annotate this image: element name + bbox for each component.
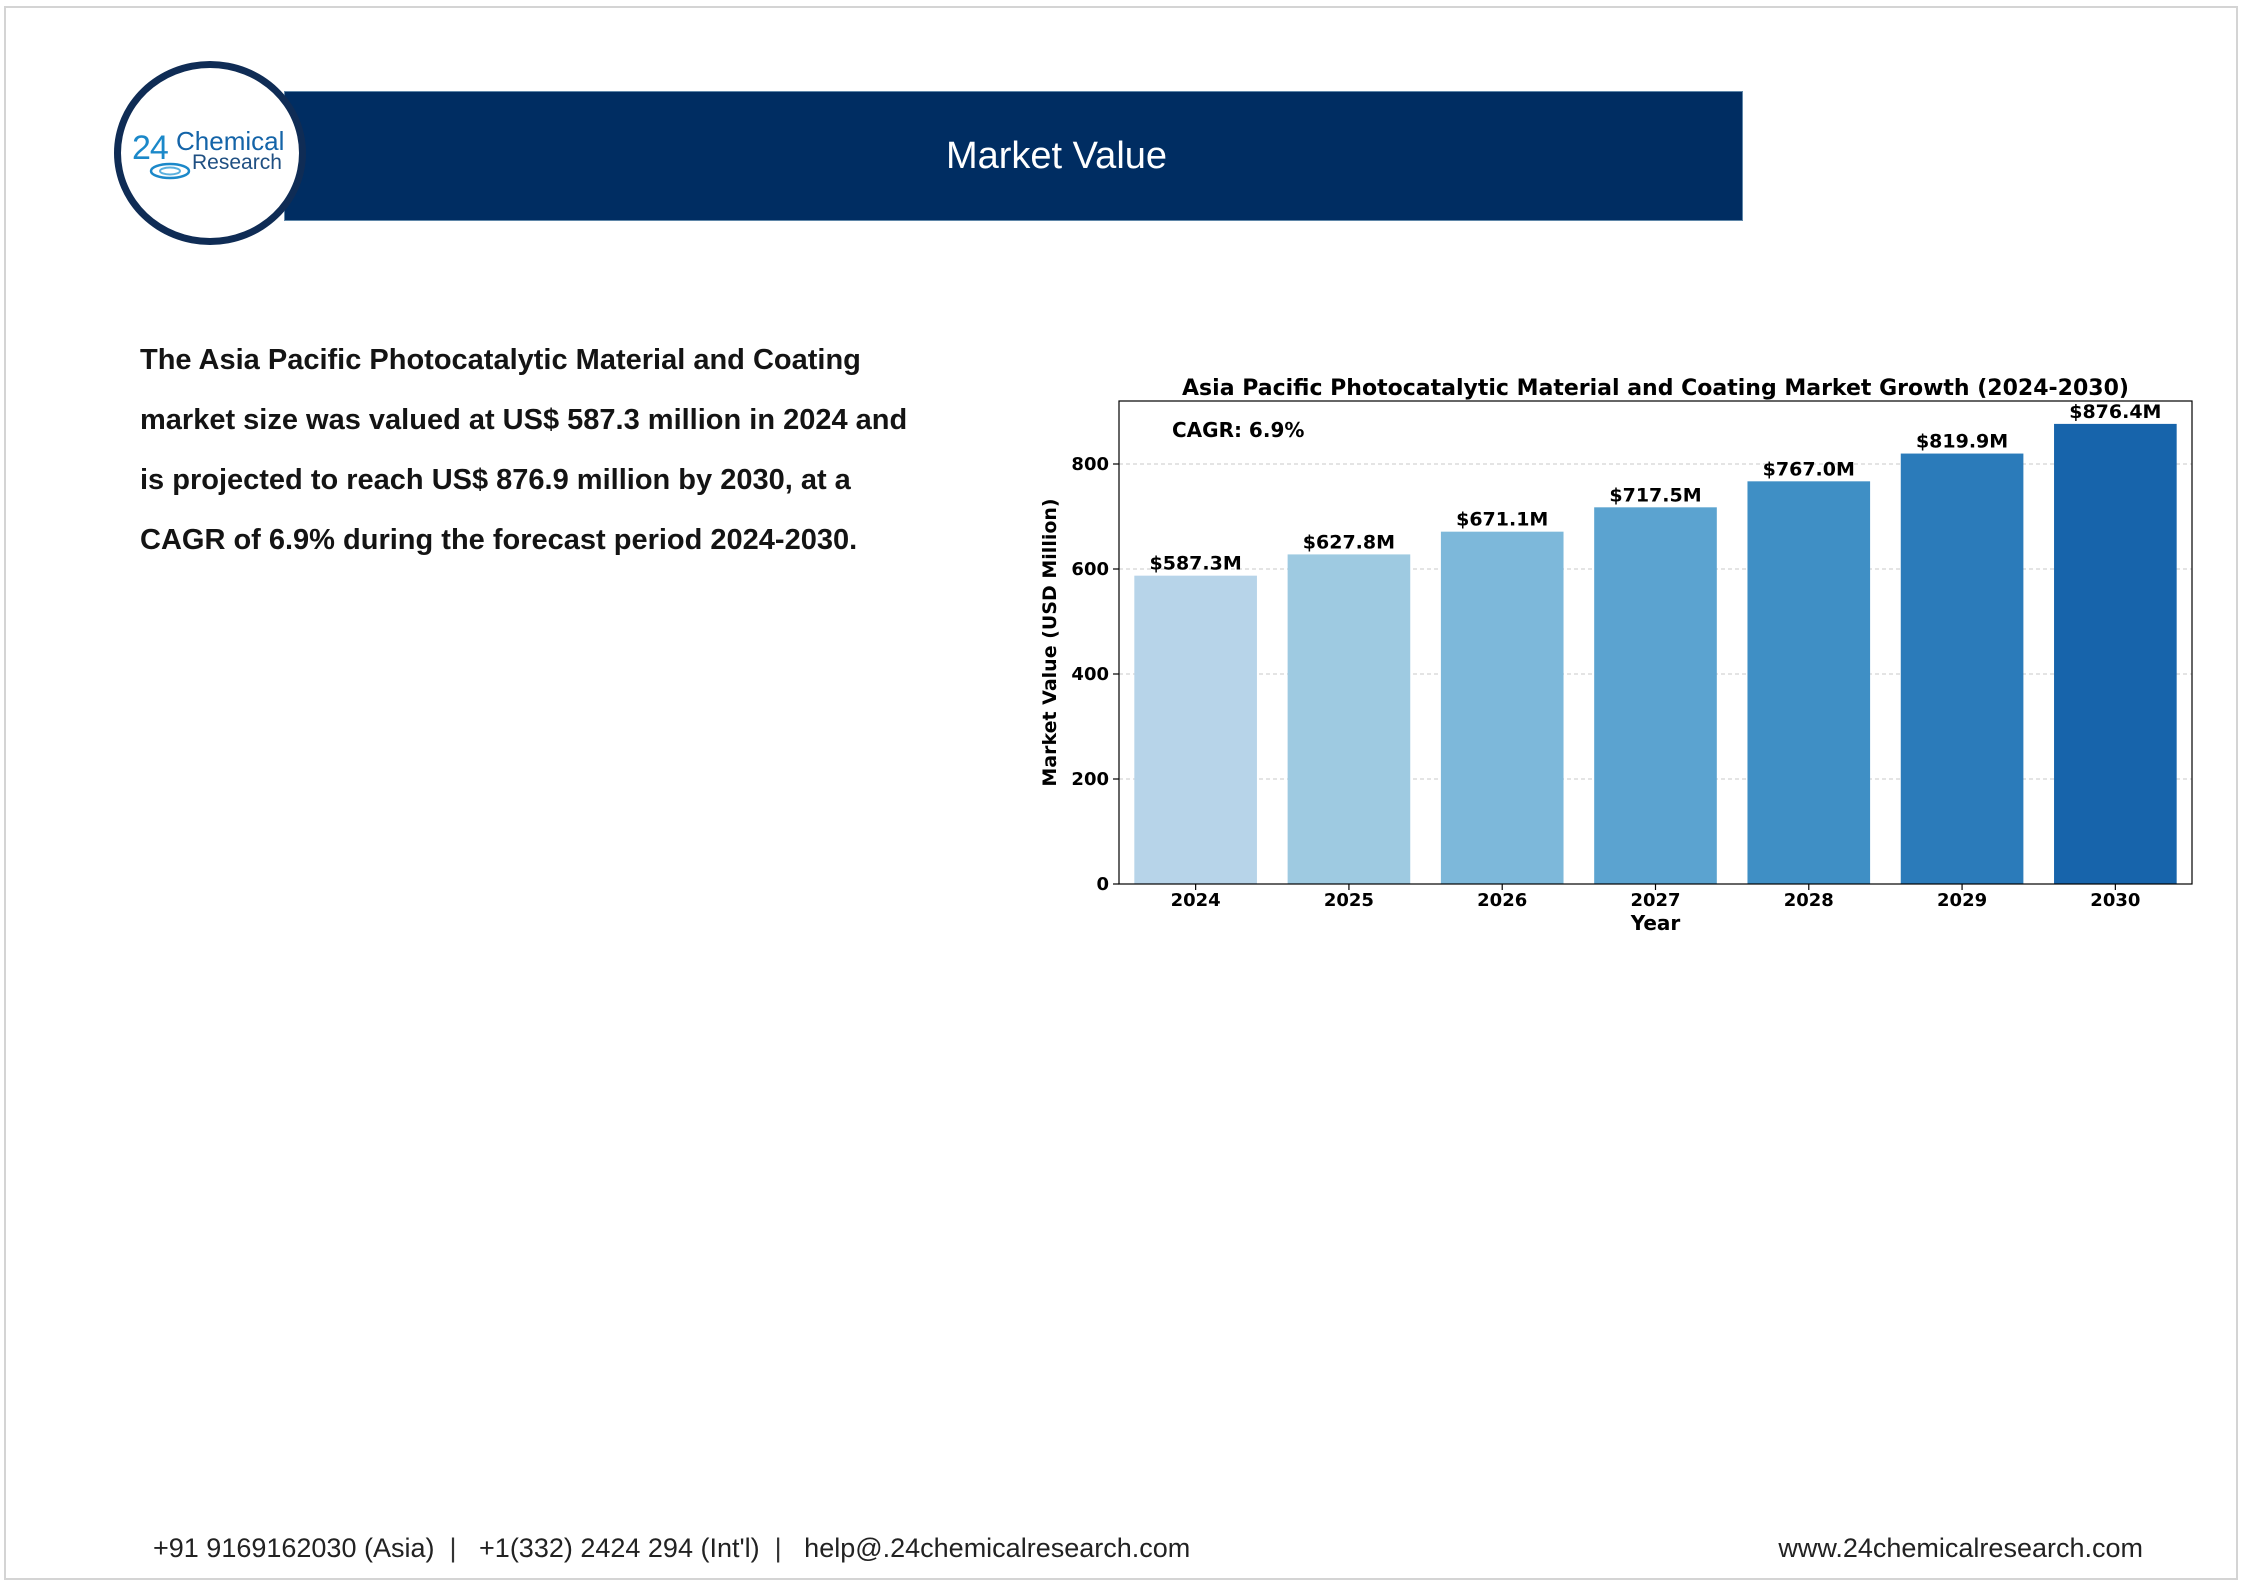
data-label-2026: $671.1M [1456, 509, 1548, 531]
bar-2025 [1287, 554, 1411, 884]
bar-2030 [2054, 423, 2177, 884]
bar-2024 [1134, 575, 1257, 884]
bar-2029 [1900, 453, 2024, 884]
logo-text-line2: Research [192, 151, 282, 174]
y-axis-label: Market Value (USD Million) [1040, 498, 1061, 786]
x-tick-label-2026: 2026 [1477, 890, 1527, 911]
x-tick-label-2029: 2029 [1937, 890, 1987, 911]
logo-number: 24 [132, 129, 169, 167]
data-label-2029: $819.9M [1916, 431, 2008, 453]
footer-phone-intl: +1(332) 2424 294 (Int'l) [479, 1533, 760, 1563]
cagr-annotation: CAGR: 6.9% [1172, 418, 1304, 442]
x-tick-label-2028: 2028 [1784, 890, 1834, 911]
plot-frame [1118, 400, 2193, 885]
data-label-2027: $717.5M [1609, 484, 1701, 506]
market-growth-chart: Asia Pacific Photocatalytic Material and… [1040, 376, 2193, 935]
y-tick-label: 600 [1071, 559, 1109, 580]
market-summary: The Asia Pacific Photocatalytic Material… [140, 344, 908, 556]
bar-2027 [1594, 507, 1717, 884]
y-tick-label: 200 [1071, 769, 1109, 790]
y-tick-label: 0 [1096, 874, 1109, 895]
footer-contact: +91 9169162030 (Asia) | +1(332) 2424 294… [153, 1533, 1190, 1564]
logo-text-line1: Chemical [176, 126, 285, 156]
x-tick-label-2024: 2024 [1171, 890, 1221, 911]
chart-title: Asia Pacific Photocatalytic Material and… [1182, 376, 2129, 401]
y-tick-label: 400 [1071, 664, 1109, 685]
footer-website-link[interactable]: www.24chemicalresearch.com [1778, 1533, 2143, 1563]
x-tick-label-2025: 2025 [1324, 890, 1374, 911]
footer-separator: | [774, 1533, 782, 1563]
footer-phone-asia: +91 9169162030 (Asia) [153, 1533, 435, 1563]
data-label-2030: $876.4M [2069, 401, 2161, 423]
bar-2028 [1747, 481, 1871, 884]
y-tick-label: 800 [1071, 454, 1109, 475]
data-label-2024: $587.3M [1150, 553, 1242, 575]
data-label-2028: $767.0M [1763, 458, 1855, 480]
x-tick-label-2030: 2030 [2090, 890, 2140, 911]
data-label-2025: $627.8M [1303, 531, 1395, 553]
x-tick-label-2027: 2027 [1630, 890, 1680, 911]
header-banner [284, 91, 1743, 221]
footer-email-link[interactable]: help@.24chemicalresearch.com [804, 1533, 1191, 1563]
x-axis-label: Year [1630, 911, 1681, 935]
page-title: Market Value [945, 135, 1168, 177]
company-logo [114, 61, 306, 245]
logo-swirl-icon [149, 162, 191, 180]
bar-2026 [1440, 531, 1564, 884]
footer-separator: | [449, 1533, 457, 1563]
